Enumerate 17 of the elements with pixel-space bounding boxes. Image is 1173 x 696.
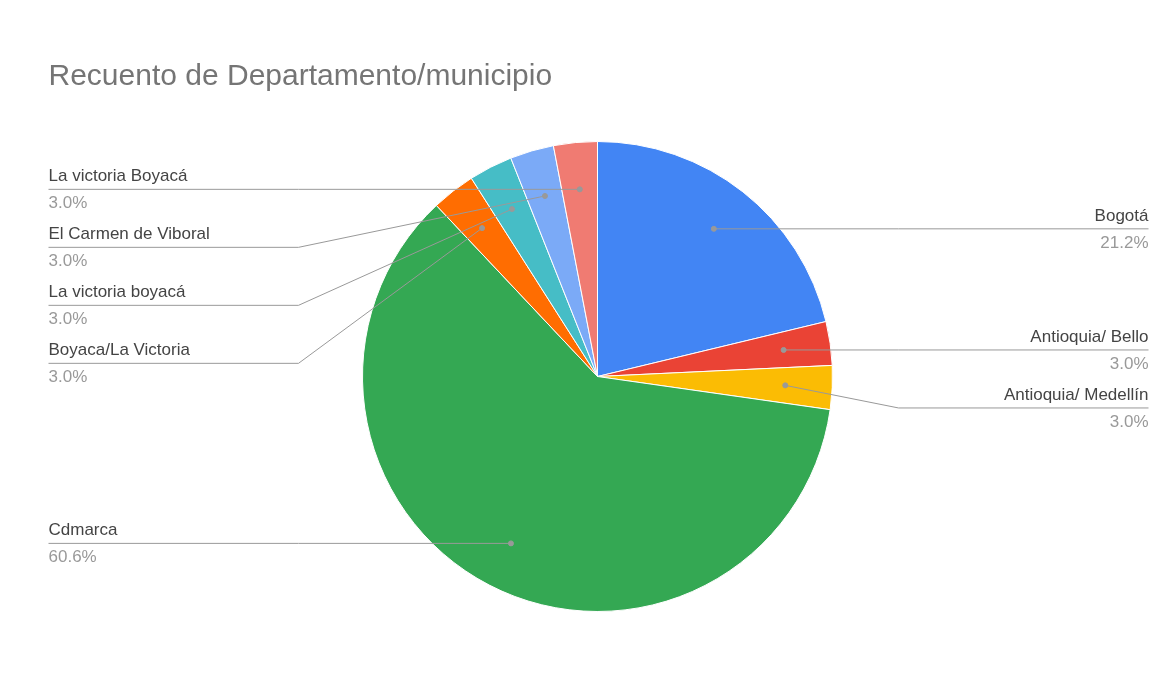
- slice-label: Bogotá: [1094, 205, 1150, 225]
- data-label: 21.2%: [1100, 232, 1149, 252]
- slice-label: El Carmen de Viboral: [48, 224, 210, 244]
- slice-label: Antioquia/ Medellín: [1003, 384, 1149, 404]
- data-label: 60.6%: [48, 547, 97, 567]
- slice-label: Antioquia/ Bello: [1030, 326, 1149, 346]
- data-label: 3.0%: [1109, 353, 1149, 373]
- data-label: 3.0%: [48, 251, 88, 271]
- data-label: 3.0%: [48, 309, 88, 329]
- data-label: 3.0%: [1109, 411, 1149, 431]
- slice-label: La victoria boyacá: [48, 282, 187, 302]
- slice-label: Boyaca/La Victoria: [48, 340, 191, 360]
- chart-title: Recuento de Departamento/municipio: [48, 57, 553, 91]
- slice-label: Cdmarca: [48, 520, 119, 540]
- slice-label: La victoria Boyacá: [48, 166, 188, 186]
- data-label: 3.0%: [48, 193, 88, 213]
- data-label: 3.0%: [48, 367, 88, 387]
